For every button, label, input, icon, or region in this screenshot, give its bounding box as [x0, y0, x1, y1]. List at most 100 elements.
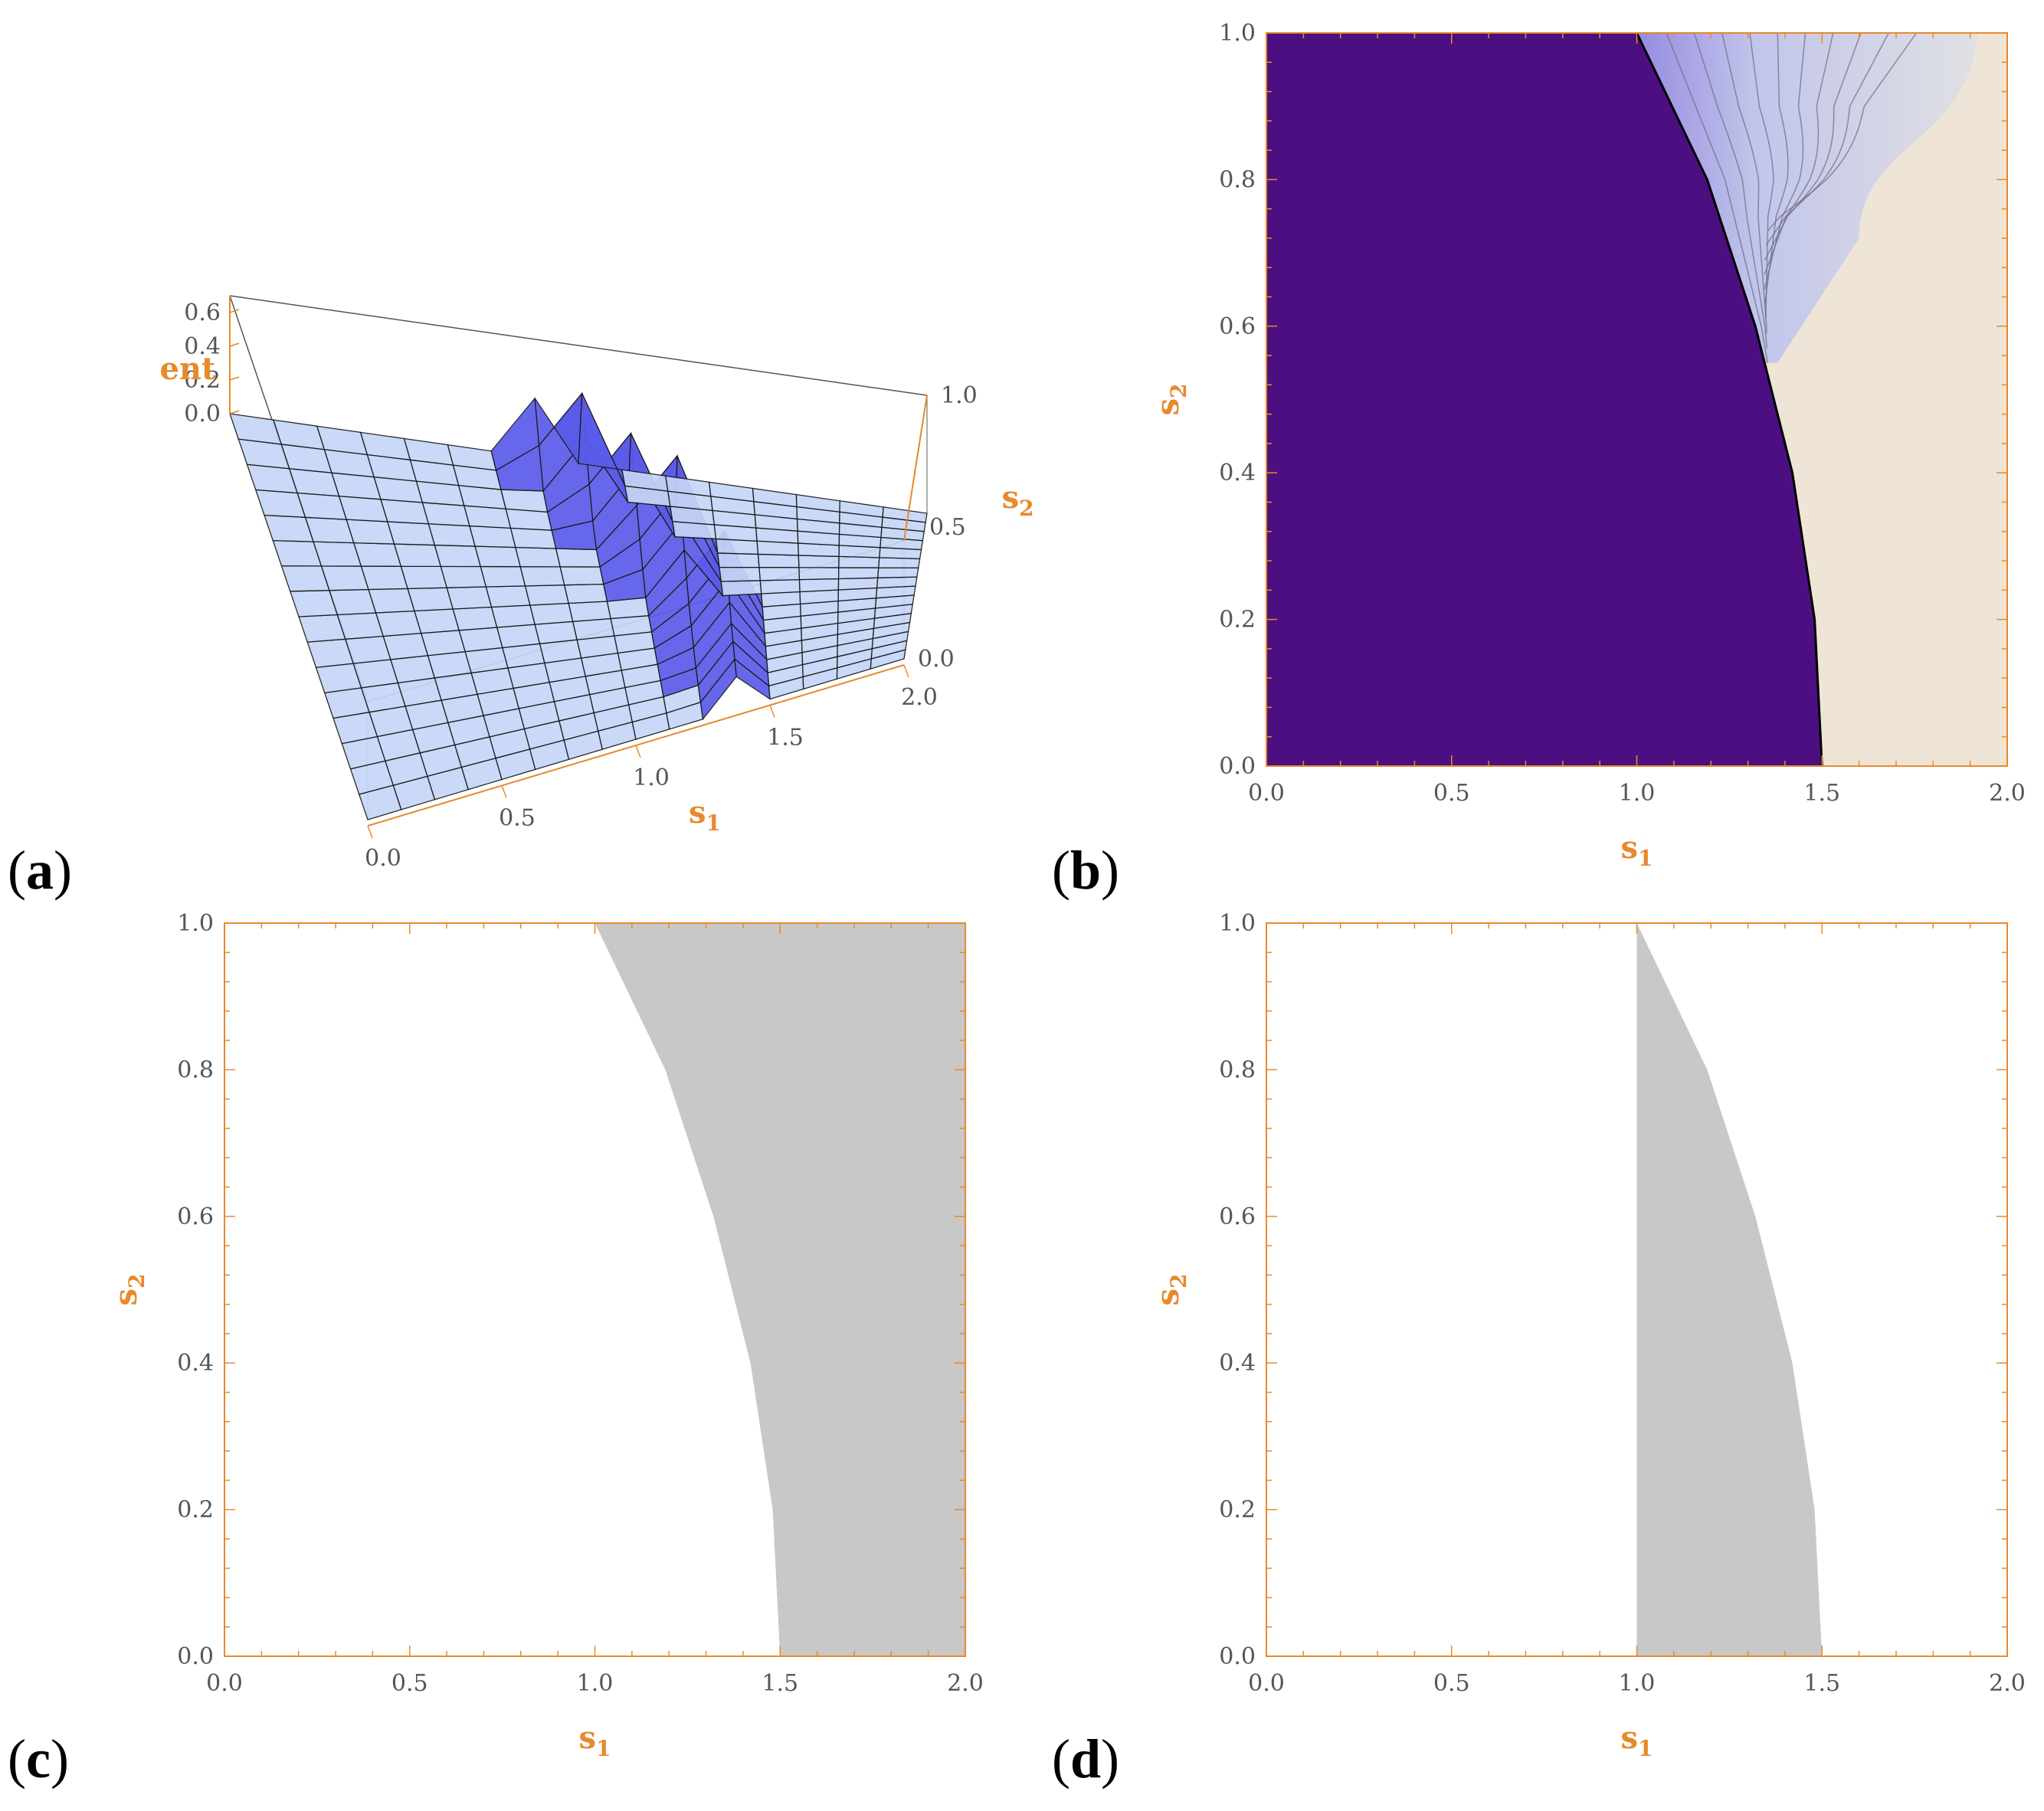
surface-patch [559, 566, 604, 586]
c-y-tick-label: 0.8 [177, 1056, 214, 1083]
a-y-tick-label: 0.5 [929, 514, 966, 541]
surface-patch [877, 567, 919, 578]
d-y-tick-label: 0.6 [1219, 1204, 1256, 1230]
c-x-tick-label: 0.0 [206, 1670, 243, 1697]
surface-patch [798, 567, 840, 581]
surface-patch [798, 578, 840, 593]
a-y-axis-label: s2 [1002, 480, 1034, 521]
surface-patch [352, 659, 399, 689]
surface-patch [420, 630, 467, 657]
a-y-tick-label: 0.0 [918, 646, 955, 673]
surface-patch [515, 546, 561, 568]
surface-patch [407, 587, 454, 612]
a-z-tick-label: 0.6 [184, 300, 221, 326]
a-z-tick [229, 376, 240, 381]
surface-patch [720, 580, 762, 597]
surface-patch [400, 565, 448, 590]
contour-line [1693, 32, 1768, 349]
surface-patch [434, 544, 482, 568]
a-y-tick-label: 1.0 [941, 382, 978, 409]
surface-patch [346, 519, 395, 545]
b-x-tick-label: 1.5 [1803, 780, 1840, 807]
a-z-tick-label: 0.0 [184, 401, 221, 427]
surface-patch [338, 495, 388, 522]
bbox-edge [229, 295, 928, 396]
c-x-tick-label: 2.0 [947, 1670, 984, 1697]
contour-dark-region [1266, 33, 1823, 766]
surface-patch [798, 555, 840, 568]
surface-patch [761, 591, 801, 607]
a-x-tick-label: 0.0 [365, 845, 401, 872]
d-y-tick-label: 0.0 [1219, 1643, 1256, 1670]
b-y-tick-label: 0.8 [1219, 166, 1256, 193]
contour-boundary-line [1636, 32, 1823, 767]
a-x-tick-label: 1.0 [633, 765, 670, 791]
a-x-tick [903, 664, 909, 678]
panel-d-region-plot: 0.0 0.5 1.0 1.5 2.0 0.0 0.2 0.4 0.6 0.8 1.0 s1 s2 (d) [1052, 910, 2026, 1790]
contour-line [1749, 32, 1774, 319]
surface-patch [446, 586, 493, 610]
surface-patch [414, 608, 460, 634]
a-s2-axis [903, 395, 928, 542]
surface-patch [427, 523, 476, 547]
surface-patch [440, 565, 487, 588]
surface-patch [380, 499, 430, 525]
surface-patch [719, 566, 762, 582]
surface-patch [837, 577, 879, 591]
d-x-tick-label: 2.0 [1989, 1670, 2026, 1697]
c-y-tick-label: 1.0 [177, 910, 214, 937]
surface-patch [382, 632, 429, 660]
surface-patch [496, 624, 541, 649]
d-x-tick-label: 1.0 [1619, 1670, 1656, 1697]
a-z-tick [229, 309, 240, 313]
surface-patch [352, 542, 402, 567]
c-x-tick-label: 1.0 [577, 1670, 614, 1697]
d-y-tick-label: 1.0 [1219, 910, 1256, 937]
b-x-tick-label: 2.0 [1989, 780, 2026, 807]
c-x-tick-label: 1.5 [762, 1670, 798, 1697]
a-z-tick [229, 342, 240, 347]
surface-patch [568, 601, 611, 623]
b-x-axis-label: s1 [1620, 830, 1653, 871]
surface-patch [838, 555, 880, 568]
b-x-tick-label: 0.0 [1248, 780, 1285, 807]
surface-patch [427, 650, 472, 679]
a-x-tick-label: 2.0 [901, 684, 938, 711]
surface-patch [386, 521, 436, 546]
surface-patch [500, 489, 549, 513]
surface-patch [610, 614, 653, 637]
surface-patch [529, 602, 574, 625]
b-y-axis-label: s2 [1150, 383, 1191, 415]
surface-patch [509, 527, 557, 549]
contour-shaded-band [1636, 33, 1978, 363]
surface-patch [389, 655, 436, 684]
surface-patch [717, 552, 760, 568]
surface-patch [458, 627, 503, 653]
a-z-tick-label: 0.2 [184, 367, 221, 394]
c-x-tick-label: 0.5 [391, 1670, 428, 1697]
surface-patch [375, 610, 422, 637]
panel-a-tag: (a) [8, 840, 72, 901]
surface-patch [757, 553, 800, 568]
region-fill [595, 923, 965, 1656]
region-fill [1636, 923, 1823, 1656]
a-x-axis-label: s1 [689, 794, 721, 836]
surface-patch [393, 543, 442, 568]
b-x-tick-label: 1.0 [1619, 780, 1656, 807]
b-y-tick-label: 0.0 [1219, 753, 1256, 780]
d-y-tick-label: 0.2 [1219, 1497, 1256, 1524]
d-y-tick-label: 0.8 [1219, 1056, 1256, 1083]
d-x-tick-label: 1.5 [1803, 1670, 1840, 1697]
surface-patch [882, 506, 928, 523]
panel-b-contour-plot: 0.0 0.5 1.0 1.5 2.0 0.0 0.2 0.4 0.6 0.8 1.0 s1 s2 (b) [1052, 20, 2026, 901]
surface-patch [452, 606, 498, 631]
surface-patch [360, 565, 409, 591]
surface-patch [759, 578, 801, 594]
surface-patch [534, 621, 578, 645]
panel-d-tag: (d) [1052, 1728, 1119, 1790]
surface-patch [490, 604, 536, 628]
surface-patch [878, 557, 921, 568]
a-x-tick-label: 0.5 [499, 805, 536, 832]
contour-line [1764, 32, 1834, 276]
d-y-tick-label: 0.4 [1219, 1350, 1256, 1377]
